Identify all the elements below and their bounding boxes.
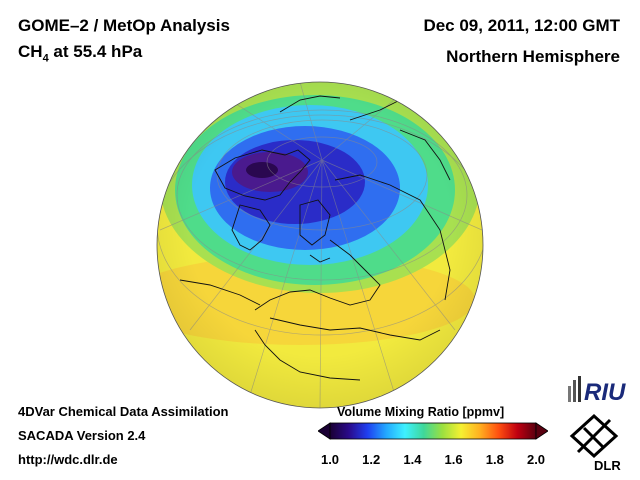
colorbar-tick-label: 1.8 (485, 452, 504, 467)
colorbar-tick-label: 2.0 (526, 452, 546, 467)
riu-logo-text: RIU (584, 379, 626, 406)
footer-line2: SACADA Version 2.4 (18, 428, 146, 443)
colorbar-low-arrow (318, 422, 331, 440)
colorbar-tick-label: 1.4 (403, 452, 422, 467)
colorbar-high-arrow (535, 422, 548, 440)
title-line1: GOME–2 / MetOp Analysis (18, 16, 230, 35)
species-subscript: 4 (42, 52, 49, 65)
dlr-logo-text: DLR (594, 458, 621, 472)
species: CH (18, 42, 43, 61)
colorbar-tick-label: 1.2 (362, 452, 381, 467)
footer-line1: 4DVar Chemical Data Assimilation (18, 404, 229, 419)
colorbar-tick-label: 1.0 (320, 452, 340, 467)
date-time: Dec 09, 2011, 12:00 GMT (423, 16, 620, 35)
colorbar (318, 422, 548, 440)
title-line2: CH4 at 55.4 hPa (18, 42, 142, 64)
pressure-level: at 55.4 hPa (48, 42, 143, 61)
dlr-logo: DLR (569, 413, 621, 472)
globe-outline (156, 81, 484, 409)
riu-logo: RIU (568, 376, 626, 406)
region-label: Northern Hemisphere (446, 47, 620, 66)
colorbar-gradient (329, 422, 537, 440)
footer-url[interactable]: http://wdc.dlr.de (18, 452, 118, 467)
colorbar-title: Volume Mixing Ratio [ppmv] (337, 405, 505, 419)
colorbar-tick-label: 1.6 (444, 452, 463, 467)
